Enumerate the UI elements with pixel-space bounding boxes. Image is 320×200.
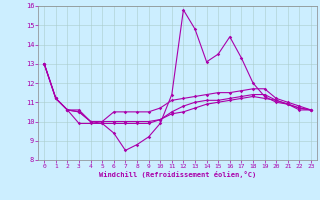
- X-axis label: Windchill (Refroidissement éolien,°C): Windchill (Refroidissement éolien,°C): [99, 171, 256, 178]
